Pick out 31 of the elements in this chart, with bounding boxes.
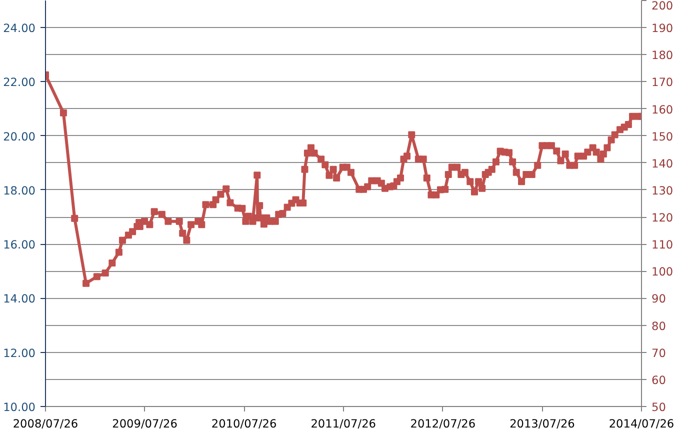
x-tick-label: 2009/07/26 bbox=[112, 416, 178, 430]
y2-tick-label: 120 bbox=[652, 210, 674, 225]
x-tick-label: 2010/07/26 bbox=[211, 416, 277, 430]
x-tick-label: 2014/07/26 bbox=[608, 416, 674, 430]
y2-tick-label: 130 bbox=[652, 183, 674, 198]
y-tick-label: 12.00 bbox=[3, 346, 36, 360]
y-tick-label: 18.00 bbox=[3, 183, 36, 198]
y2-tick-label: 160 bbox=[652, 102, 674, 116]
y2-tick-label: 50 bbox=[652, 400, 666, 414]
y2-tick-label: 90 bbox=[652, 292, 666, 306]
y-tick-label: 22.00 bbox=[3, 75, 36, 90]
y2-tick-label: 190 bbox=[652, 21, 674, 36]
y2-tick-label: 100 bbox=[652, 264, 674, 279]
x-tick-label: 2013/07/26 bbox=[510, 416, 575, 430]
x-tick-label: 2012/07/26 bbox=[410, 416, 476, 430]
y-tick-label: 16.00 bbox=[3, 238, 36, 252]
y2-tick-label: 150 bbox=[652, 129, 674, 144]
y2-tick-label: 110 bbox=[652, 238, 674, 252]
y-tick-label: 24.00 bbox=[3, 21, 36, 36]
y-tick-label: 14.00 bbox=[3, 292, 36, 306]
y2-tick-label: 140 bbox=[652, 156, 674, 170]
y2-tick-label: 170 bbox=[652, 75, 674, 90]
y-tick-label: 10.00 bbox=[3, 400, 36, 414]
y2-tick-label: 200 bbox=[652, 0, 674, 12]
y2-tick-label: 180 bbox=[652, 48, 674, 62]
y-tick-label: 20.00 bbox=[3, 129, 36, 144]
x-tick-label: 2008/07/26 bbox=[12, 416, 78, 430]
x-tick-label: 2011/07/26 bbox=[310, 416, 376, 430]
y2-tick-label: 80 bbox=[652, 318, 666, 333]
y2-tick-label: 70 bbox=[652, 346, 666, 360]
y2-tick-label: 60 bbox=[652, 372, 666, 387]
